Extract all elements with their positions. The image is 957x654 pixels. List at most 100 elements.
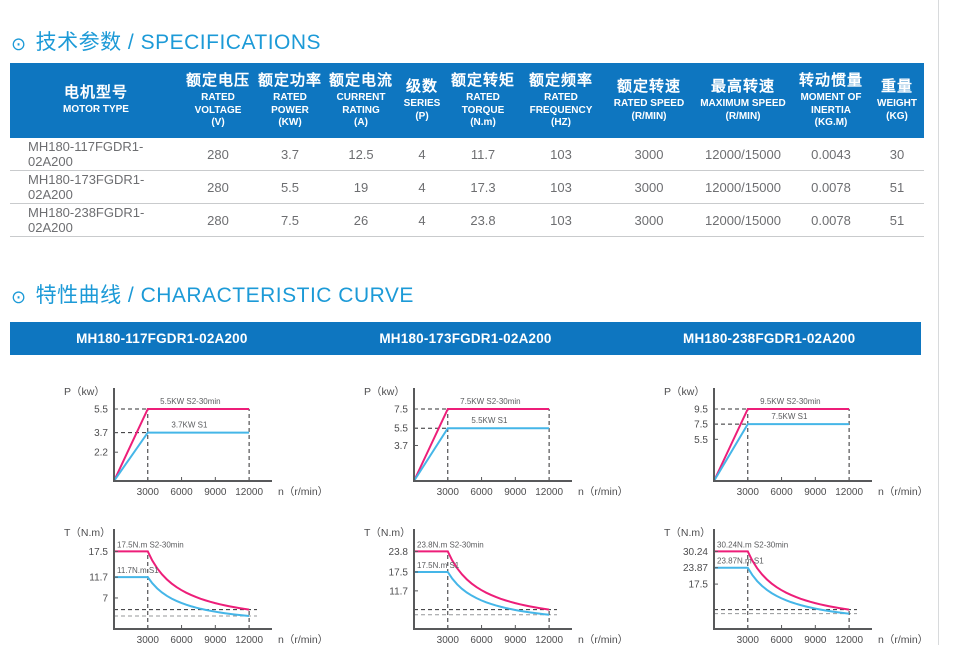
svg-text:3000: 3000 xyxy=(737,487,760,498)
svg-text:6000: 6000 xyxy=(770,487,793,498)
value-cell: 12000/15000 xyxy=(694,138,792,171)
column-header-5: 级数 SERIES (P) xyxy=(396,63,448,138)
column-header-7: 额定频率 RATED FREQUENCY (HZ) xyxy=(518,63,604,138)
svg-text:30.24N.m S2-30min: 30.24N.m S2-30min xyxy=(717,540,788,549)
power-curve-chart-2: 7.5KW S2-30min 5.5KW S1 7.5 5.5 3.7 3000 6000 9… xyxy=(364,386,628,498)
value-cell: 51 xyxy=(870,170,924,204)
svg-text:3000: 3000 xyxy=(137,487,160,498)
spec-table-head: 电机型号 MOTOR TYPE 额定电压 RATED VOLTAGE (V) 额定功率 RA… xyxy=(10,63,924,138)
motor-type-cell: MH180-238FGDR1-02A200 xyxy=(10,203,182,237)
svg-text:30.24: 30.24 xyxy=(683,547,708,558)
svg-text:7: 7 xyxy=(102,593,108,604)
value-cell: 0.0043 xyxy=(792,138,870,171)
motor-type-cell: MH180-117FGDR1-02A200 xyxy=(10,138,182,171)
chart-cell-torque-1: 17.5N.m S2-30min 11.7N.m S1 17.5 11.7 7 3000 6… xyxy=(10,506,328,654)
value-cell: 103 xyxy=(518,170,604,204)
svg-text:9000: 9000 xyxy=(504,635,527,646)
svg-text:17.5: 17.5 xyxy=(389,567,409,578)
svg-text:5.5KW S2-30min: 5.5KW S2-30min xyxy=(160,397,220,406)
svg-text:n（r/min）: n（r/min） xyxy=(878,634,928,646)
value-cell: 280 xyxy=(182,203,254,237)
svg-text:n（r/min）: n（r/min） xyxy=(578,634,628,646)
svg-text:17.5: 17.5 xyxy=(89,547,109,558)
svg-text:17.5: 17.5 xyxy=(689,580,709,591)
svg-text:2.2: 2.2 xyxy=(94,448,108,459)
motor-type-cell: MH180-173FGDR1-02A200 xyxy=(10,170,182,204)
svg-text:3000: 3000 xyxy=(137,635,160,646)
column-header-11: 重量 WEIGHT (KG) xyxy=(870,63,924,138)
svg-text:17.5N.m S2-30min: 17.5N.m S2-30min xyxy=(117,540,184,549)
svg-text:9000: 9000 xyxy=(804,635,827,646)
value-cell: 4 xyxy=(396,203,448,237)
svg-text:7.5KW S2-30min: 7.5KW S2-30min xyxy=(460,397,520,406)
svg-text:n（r/min）: n（r/min） xyxy=(278,486,328,498)
svg-text:9000: 9000 xyxy=(204,487,227,498)
svg-text:23.87N.m S1: 23.87N.m S1 xyxy=(717,557,764,566)
spec-table-body: MH180-117FGDR1-02A200 280 3.7 12.5 4 11.7 103 3… xyxy=(10,138,924,237)
svg-text:7.5: 7.5 xyxy=(394,405,408,416)
value-cell: 51 xyxy=(870,203,924,237)
specifications-section-title: ⊙ 技术参数 / SPECIFICATIONS xyxy=(11,0,957,55)
value-cell: 23.8 xyxy=(448,203,518,237)
svg-text:5.5KW S1: 5.5KW S1 xyxy=(471,416,508,425)
svg-text:9.5KW S2-30min: 9.5KW S2-30min xyxy=(760,397,820,406)
svg-text:12000: 12000 xyxy=(235,635,263,646)
svg-text:9000: 9000 xyxy=(804,487,827,498)
curve-section-title: ⊙ 特性曲线 / CHARACTERISTIC CURVE xyxy=(11,284,957,308)
svg-text:P（kw）: P（kw） xyxy=(364,386,405,398)
column-header-3: 额定功率 RATED POWER (KW) xyxy=(254,63,326,138)
svg-text:5.5: 5.5 xyxy=(694,435,708,446)
svg-text:n（r/min）: n（r/min） xyxy=(878,486,928,498)
column-header-1: 电机型号 MOTOR TYPE xyxy=(10,63,182,138)
column-header-2: 额定电压 RATED VOLTAGE (V) xyxy=(182,63,254,138)
curve-title-text: 特性曲线 / CHARACTERISTIC CURVE xyxy=(35,284,414,307)
value-cell: 3000 xyxy=(604,170,694,204)
column-header-9: 最高转速 MAXIMUM SPEED (R/MIN) xyxy=(694,63,792,138)
svg-text:12000: 12000 xyxy=(835,487,863,498)
torque-curve-chart-3: 30.24N.m S2-30min 23.87N.m S1 30.24 23.87 17… xyxy=(664,527,928,646)
svg-text:3000: 3000 xyxy=(437,635,460,646)
svg-text:9000: 9000 xyxy=(204,635,227,646)
specifications-title-text: 技术参数 / SPECIFICATIONS xyxy=(35,31,322,54)
value-cell: 0.0078 xyxy=(792,170,870,204)
column-header-4: 额定电流 CURRENT RATING (A) xyxy=(326,63,396,138)
value-cell: 0.0078 xyxy=(792,203,870,237)
value-cell: 3000 xyxy=(604,138,694,171)
section-bullet-icon: ⊙ xyxy=(11,34,27,54)
chart-cell-torque-2: 23.8N.m S2-30min 17.5N.m S1 23.8 17.5 11.7 30… xyxy=(310,506,628,654)
svg-text:23.8N.m S2-30min: 23.8N.m S2-30min xyxy=(417,540,484,549)
svg-text:n（r/min）: n（r/min） xyxy=(578,486,628,498)
svg-text:T（N.m）: T（N.m） xyxy=(364,527,411,539)
svg-text:3000: 3000 xyxy=(437,487,460,498)
value-cell: 7.5 xyxy=(254,203,326,237)
svg-text:6000: 6000 xyxy=(770,635,793,646)
value-cell: 12.5 xyxy=(326,138,396,171)
svg-text:6000: 6000 xyxy=(470,487,493,498)
value-cell: 103 xyxy=(518,138,604,171)
svg-text:T（N.m）: T（N.m） xyxy=(64,527,111,539)
value-cell: 280 xyxy=(182,170,254,204)
svg-text:5.5: 5.5 xyxy=(94,405,108,416)
svg-text:23.87: 23.87 xyxy=(683,563,708,574)
value-cell: 12000/15000 xyxy=(694,203,792,237)
spec-table-header-row: 电机型号 MOTOR TYPE 额定电压 RATED VOLTAGE (V) 额定功率 RA… xyxy=(10,63,924,138)
power-curve-chart-1: 5.5KW S2-30min 3.7KW S1 5.5 3.7 2.2 3000 6000 9… xyxy=(64,386,328,498)
svg-text:12000: 12000 xyxy=(235,487,263,498)
svg-text:P（kw）: P（kw） xyxy=(64,386,105,398)
table-row: MH180-117FGDR1-02A200 280 3.7 12.5 4 11.7 103 3… xyxy=(10,138,924,171)
svg-text:6000: 6000 xyxy=(170,487,193,498)
svg-text:5.5: 5.5 xyxy=(394,424,408,435)
value-cell: 103 xyxy=(518,203,604,237)
spec-table: 电机型号 MOTOR TYPE 额定电压 RATED VOLTAGE (V) 额定功率 RA… xyxy=(10,63,924,237)
svg-text:6000: 6000 xyxy=(170,635,193,646)
svg-text:3000: 3000 xyxy=(737,635,760,646)
svg-text:11.7: 11.7 xyxy=(89,573,108,584)
svg-text:3.7: 3.7 xyxy=(394,441,408,452)
svg-text:T（N.m）: T（N.m） xyxy=(664,527,711,539)
svg-text:P（kw）: P（kw） xyxy=(664,386,705,398)
value-cell: 17.3 xyxy=(448,170,518,204)
value-cell: 280 xyxy=(182,138,254,171)
svg-text:3.7: 3.7 xyxy=(94,428,108,439)
svg-text:3.7KW S1: 3.7KW S1 xyxy=(171,421,208,430)
column-header-8: 额定转速 RATED SPEED (R/MIN) xyxy=(604,63,694,138)
